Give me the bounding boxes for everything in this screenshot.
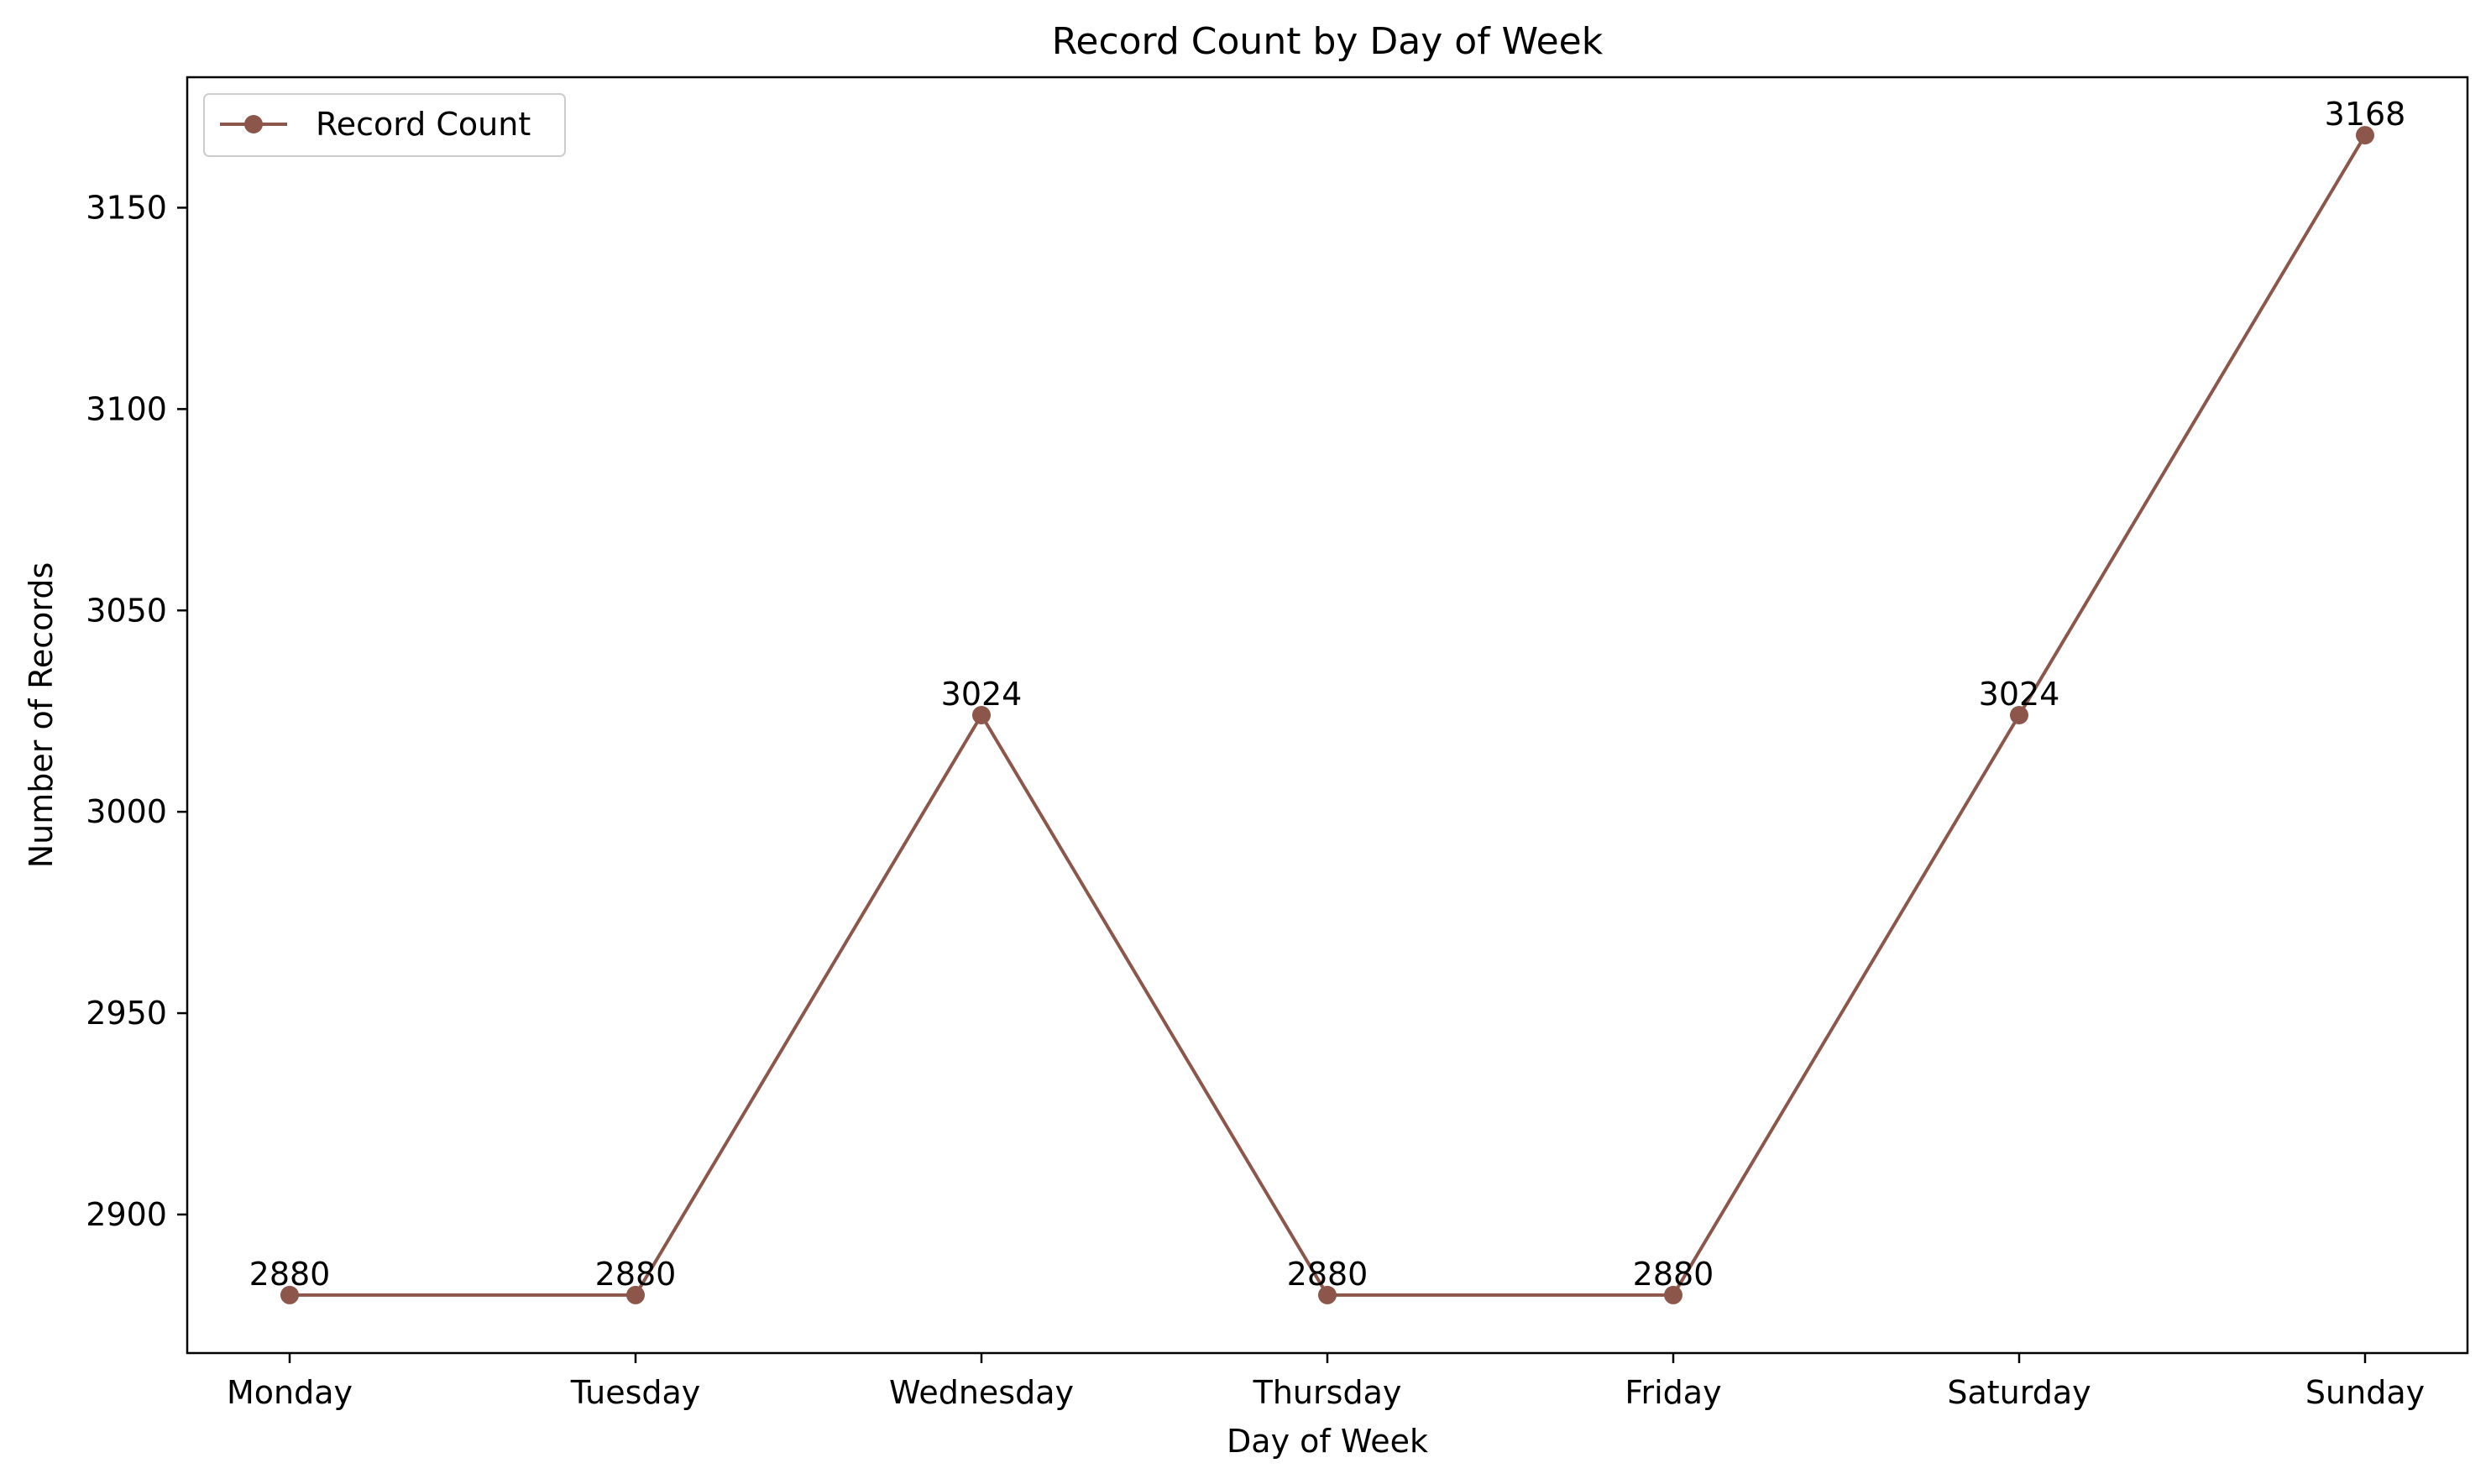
- data-point-friday: [1664, 1285, 1682, 1304]
- series-layer: 2880 2880 3024 2880 2880 3024 3168: [249, 96, 2406, 1304]
- data-label-thursday: 2880: [1287, 1256, 1368, 1293]
- y-axis: 2900 2950 3000 3050 3100 3150: [86, 189, 187, 1233]
- x-tick-label: Friday: [1625, 1374, 1721, 1411]
- y-tick-label: 3000: [86, 793, 167, 830]
- data-label-friday: 2880: [1633, 1256, 1714, 1293]
- y-tick-label: 3050: [86, 592, 167, 629]
- data-label-tuesday: 2880: [595, 1256, 677, 1293]
- legend: Record Count: [203, 93, 566, 157]
- legend-frame: [203, 93, 566, 157]
- chart-title: Record Count by Day of Week: [1052, 20, 1604, 63]
- data-point-monday: [280, 1285, 299, 1304]
- data-label-saturday: 3024: [1979, 676, 2060, 713]
- x-tick-label: Monday: [227, 1374, 353, 1411]
- data-label-wednesday: 3024: [941, 676, 1023, 713]
- y-tick-label: 3150: [86, 189, 167, 226]
- x-tick-label: Thursday: [1253, 1374, 1402, 1411]
- data-point-wednesday: [972, 706, 991, 724]
- x-axis: Monday Tuesday Wednesday Thursday Friday Satu…: [227, 1353, 2425, 1411]
- y-axis-label: Number of Records: [23, 562, 60, 869]
- data-point-sunday: [2356, 126, 2374, 145]
- data-point-tuesday: [626, 1285, 645, 1304]
- x-axis-label: Day of Week: [1227, 1423, 1428, 1460]
- y-tick-label: 3100: [86, 390, 167, 427]
- legend-entry-record-count: Record Count: [316, 106, 531, 143]
- x-tick-label: Sunday: [2305, 1374, 2425, 1411]
- data-point-thursday: [1318, 1285, 1337, 1304]
- x-tick-label: Wednesday: [889, 1374, 1074, 1411]
- y-tick-label: 2900: [86, 1196, 167, 1233]
- x-tick-label: Tuesday: [570, 1374, 701, 1411]
- data-label-sunday: 3168: [2325, 96, 2406, 133]
- y-tick-label: 2950: [86, 995, 167, 1032]
- legend-marker-swatch: [244, 115, 263, 133]
- x-tick-label: Saturday: [1947, 1374, 2091, 1411]
- data-point-saturday: [2010, 706, 2028, 724]
- data-label-monday: 2880: [249, 1256, 331, 1293]
